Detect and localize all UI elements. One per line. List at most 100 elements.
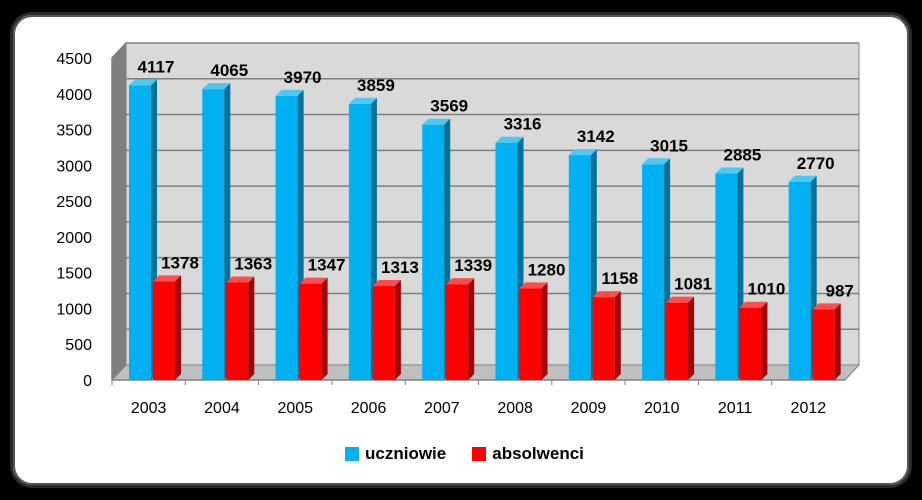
- legend-swatch-uczniowie: [345, 447, 359, 461]
- bar-side-absolwenci: [614, 291, 621, 380]
- bar-side-absolwenci: [321, 277, 328, 380]
- bar-absolwenci: [446, 284, 469, 380]
- bar-top-absolwenci: [519, 282, 548, 289]
- data-label-absolwenci: 987: [826, 281, 854, 300]
- x-tick-label: 2004: [204, 400, 240, 417]
- bar-top-uczniowie: [568, 149, 597, 156]
- legend-label-uczniowie: uczniowie: [365, 444, 447, 463]
- data-label-absolwenci: 1280: [528, 260, 566, 279]
- bar-top-absolwenci: [226, 276, 255, 283]
- bar-absolwenci: [153, 281, 175, 380]
- bar-uczniowie: [129, 85, 151, 381]
- y-tick-label: 1500: [56, 266, 92, 283]
- bar-top-uczniowie: [348, 97, 377, 104]
- gridline: [111, 221, 859, 238]
- bar-top-uczniowie: [715, 167, 744, 174]
- x-tick-label: 2010: [644, 400, 680, 417]
- y-tick-label: 1000: [56, 301, 92, 318]
- x-tick-label: 2007: [424, 400, 460, 417]
- bar-top-absolwenci: [372, 280, 401, 287]
- bar-uczniowie: [348, 103, 371, 380]
- y-tick-label: 2000: [56, 230, 92, 247]
- bar-top-absolwenci: [446, 278, 475, 285]
- gridline: [111, 185, 859, 202]
- bar-top-uczniowie: [129, 79, 157, 86]
- bar-absolwenci: [519, 288, 542, 380]
- bar-top-uczniowie: [495, 136, 524, 143]
- bar-top-absolwenci: [812, 303, 841, 310]
- legend-item-uczniowie: uczniowie: [345, 444, 446, 464]
- bar-top-absolwenci: [739, 301, 768, 308]
- bar-top-uczniowie: [422, 118, 451, 125]
- x-tick-label: 2006: [351, 400, 387, 417]
- bar-uczniowie: [642, 164, 665, 380]
- gridline: [111, 113, 859, 131]
- bar-top-uczniowie: [788, 175, 817, 182]
- bar-absolwenci: [666, 302, 689, 380]
- legend: uczniowie absolwenci: [345, 444, 584, 464]
- bar-side-absolwenci: [541, 282, 548, 380]
- bar-side-absolwenci: [468, 278, 475, 380]
- x-tick-label: 2008: [497, 400, 533, 417]
- data-label-uczniowie: 2885: [723, 146, 761, 165]
- legend-label-absolwenci: absolwenci: [492, 444, 584, 463]
- data-label-uczniowie: 3015: [650, 136, 688, 155]
- data-label-absolwenci: 1378: [161, 253, 199, 272]
- data-label-absolwenci: 1010: [747, 280, 785, 299]
- bar-top-absolwenci: [666, 296, 695, 303]
- data-label-uczniowie: 3859: [357, 76, 395, 95]
- bar-absolwenci: [299, 283, 322, 380]
- gridline: [111, 256, 859, 274]
- legend-swatch-absolwenci: [472, 447, 487, 461]
- bar-absolwenci: [739, 307, 762, 380]
- bar-side-absolwenci: [248, 276, 255, 380]
- side-wall: [111, 41, 127, 382]
- data-label-absolwenci: 1339: [454, 256, 492, 275]
- bar-side-absolwenci: [834, 303, 841, 380]
- data-label-uczniowie: 3970: [284, 68, 322, 87]
- gridline: [111, 78, 859, 95]
- data-label-uczniowie: 3316: [504, 115, 542, 134]
- bar-side-absolwenci: [761, 301, 768, 380]
- x-tick-label: 2011: [718, 400, 753, 417]
- data-label-uczniowie: 4065: [210, 61, 248, 80]
- bar-side-absolwenci: [688, 296, 695, 380]
- bar-side-absolwenci: [394, 280, 401, 380]
- x-tick-label: 2012: [791, 400, 827, 417]
- bar-uczniowie: [275, 95, 298, 381]
- bar-side-absolwenci: [175, 275, 181, 380]
- data-label-uczniowie: 4117: [138, 57, 175, 76]
- bar-top-absolwenci: [299, 277, 328, 284]
- y-tick-label: 4500: [56, 51, 92, 68]
- bar-uczniowie: [715, 173, 738, 380]
- y-tick-label: 3500: [56, 123, 92, 140]
- bar-absolwenci: [812, 309, 835, 380]
- data-label-uczniowie: 3569: [430, 97, 468, 116]
- bar-absolwenci: [372, 286, 395, 380]
- gridline: [111, 42, 859, 59]
- x-tick-label: 2005: [277, 400, 313, 417]
- bar-top-uczniowie: [202, 83, 231, 90]
- bar-top-absolwenci: [153, 275, 181, 282]
- data-label-absolwenci: 1363: [234, 254, 272, 273]
- data-label-uczniowie: 3142: [577, 127, 615, 146]
- y-tick-label: 500: [65, 337, 92, 354]
- bar-top-uczniowie: [642, 158, 671, 165]
- bar-uczniowie: [568, 155, 591, 380]
- bar-uczniowie: [202, 89, 225, 381]
- y-tick-label: 4000: [56, 87, 92, 104]
- y-tick-label: 3000: [56, 158, 92, 175]
- bar-uczniowie: [422, 124, 445, 380]
- y-tick-label: 2500: [56, 194, 92, 211]
- bar-absolwenci: [226, 282, 249, 380]
- data-label-absolwenci: 1158: [601, 269, 638, 288]
- legend-item-absolwenci: absolwenci: [472, 444, 584, 464]
- bar-top-absolwenci: [592, 291, 621, 298]
- x-tick-label: 2009: [571, 400, 607, 417]
- data-label-uczniowie: 2770: [797, 154, 835, 173]
- x-tick-label: 2003: [131, 400, 167, 417]
- bar-absolwenci: [592, 297, 615, 380]
- data-label-absolwenci: 1347: [308, 256, 346, 275]
- bar-top-uczniowie: [275, 89, 304, 96]
